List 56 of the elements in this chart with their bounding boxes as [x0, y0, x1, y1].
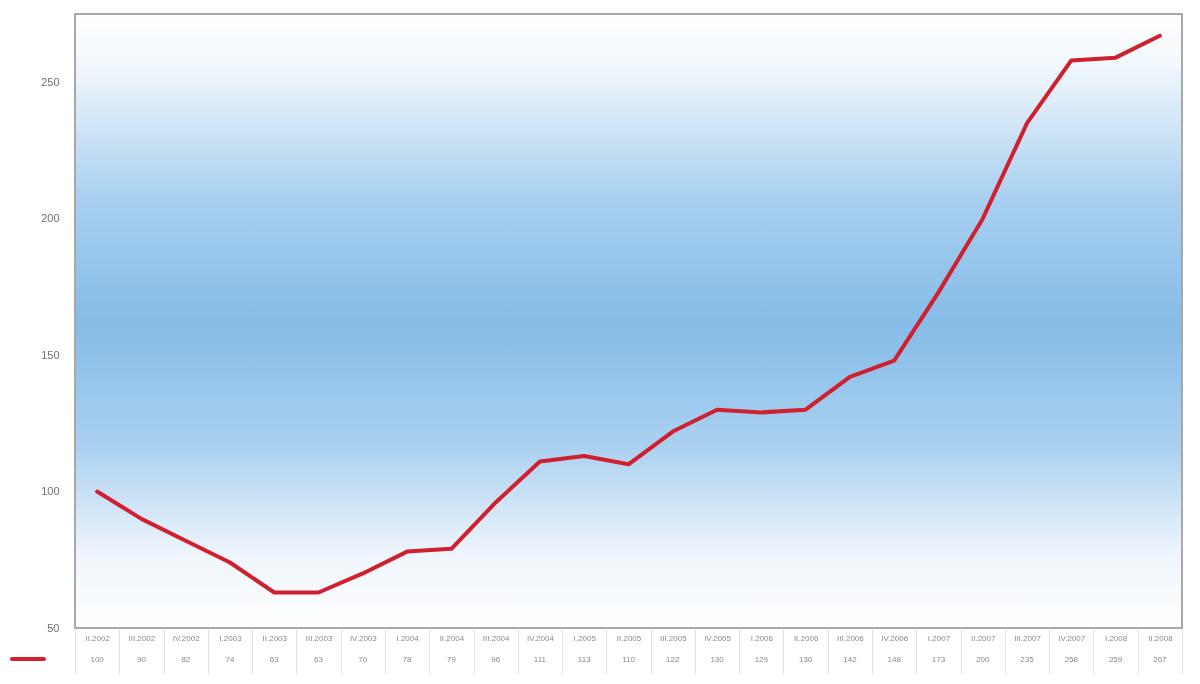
- data-label: 79: [446, 655, 457, 664]
- data-label: 129: [754, 655, 769, 664]
- x-tick-label: I.2005: [573, 633, 597, 643]
- data-label: 148: [887, 655, 902, 664]
- x-tick-label: III.2006: [837, 633, 865, 643]
- x-tick-label: IV.2003: [349, 633, 378, 643]
- data-label: 74: [225, 655, 235, 664]
- data-label: 130: [798, 655, 813, 664]
- data-label: 267: [1153, 655, 1168, 664]
- data-label: 111: [533, 655, 547, 664]
- x-tick-label: II.2002: [85, 633, 111, 643]
- data-label: 70: [358, 655, 368, 664]
- data-label: 113: [577, 655, 592, 664]
- data-label: 110: [622, 655, 636, 664]
- y-tick-label: 200: [41, 212, 60, 225]
- data-label: 142: [843, 655, 858, 664]
- data-label: 63: [314, 655, 324, 664]
- x-tick-label: I.2008: [1104, 633, 1128, 643]
- x-tick-label: II.2004: [439, 633, 465, 643]
- x-tick-label: I.2003: [219, 633, 243, 643]
- x-tick-label: II.2003: [262, 633, 288, 643]
- x-tick-label: IV.2005: [704, 633, 732, 643]
- x-tick-label: III.2005: [659, 633, 688, 643]
- data-label: 200: [976, 655, 990, 664]
- data-label: 63: [269, 655, 280, 664]
- x-tick-label: III.2002: [128, 633, 156, 643]
- x-tick-label: II.2005: [616, 633, 642, 643]
- y-tick-label: 250: [41, 75, 60, 88]
- x-tick-label: II.2007: [971, 633, 997, 643]
- data-label: 259: [1108, 655, 1123, 664]
- data-label: 82: [181, 655, 191, 664]
- x-tick-label: IV.2006: [881, 633, 909, 643]
- x-tick-label: III.2007: [1014, 633, 1042, 643]
- data-label: 258: [1064, 655, 1079, 664]
- x-tick-label: III.2004: [482, 633, 511, 643]
- data-label: 90: [136, 655, 147, 664]
- x-tick-label: II.2006: [793, 633, 819, 643]
- data-label: 100: [90, 655, 105, 664]
- x-tick-label: IV.2007: [1058, 633, 1086, 643]
- y-tick-label: 100: [41, 485, 60, 498]
- x-tick-label: I.2007: [927, 633, 951, 643]
- data-label: 78: [402, 655, 413, 664]
- x-tick-label: IV.2004: [527, 633, 555, 643]
- data-label: 122: [666, 655, 680, 664]
- x-tick-label: I.2004: [396, 633, 420, 643]
- data-label: 235: [1020, 655, 1035, 664]
- y-tick-label: 150: [41, 348, 60, 361]
- line-series: [95, 33, 1162, 595]
- data-label: 130: [710, 655, 725, 664]
- data-label: 173: [931, 655, 946, 664]
- data-label: 96: [491, 655, 501, 664]
- y-tick-label: 50: [47, 621, 60, 634]
- x-tick-label: II.2008: [1148, 633, 1174, 643]
- x-tick-label: IV.2002: [172, 633, 201, 643]
- x-tick-label: III.2003: [305, 633, 333, 643]
- x-tick-label: I.2006: [750, 633, 774, 643]
